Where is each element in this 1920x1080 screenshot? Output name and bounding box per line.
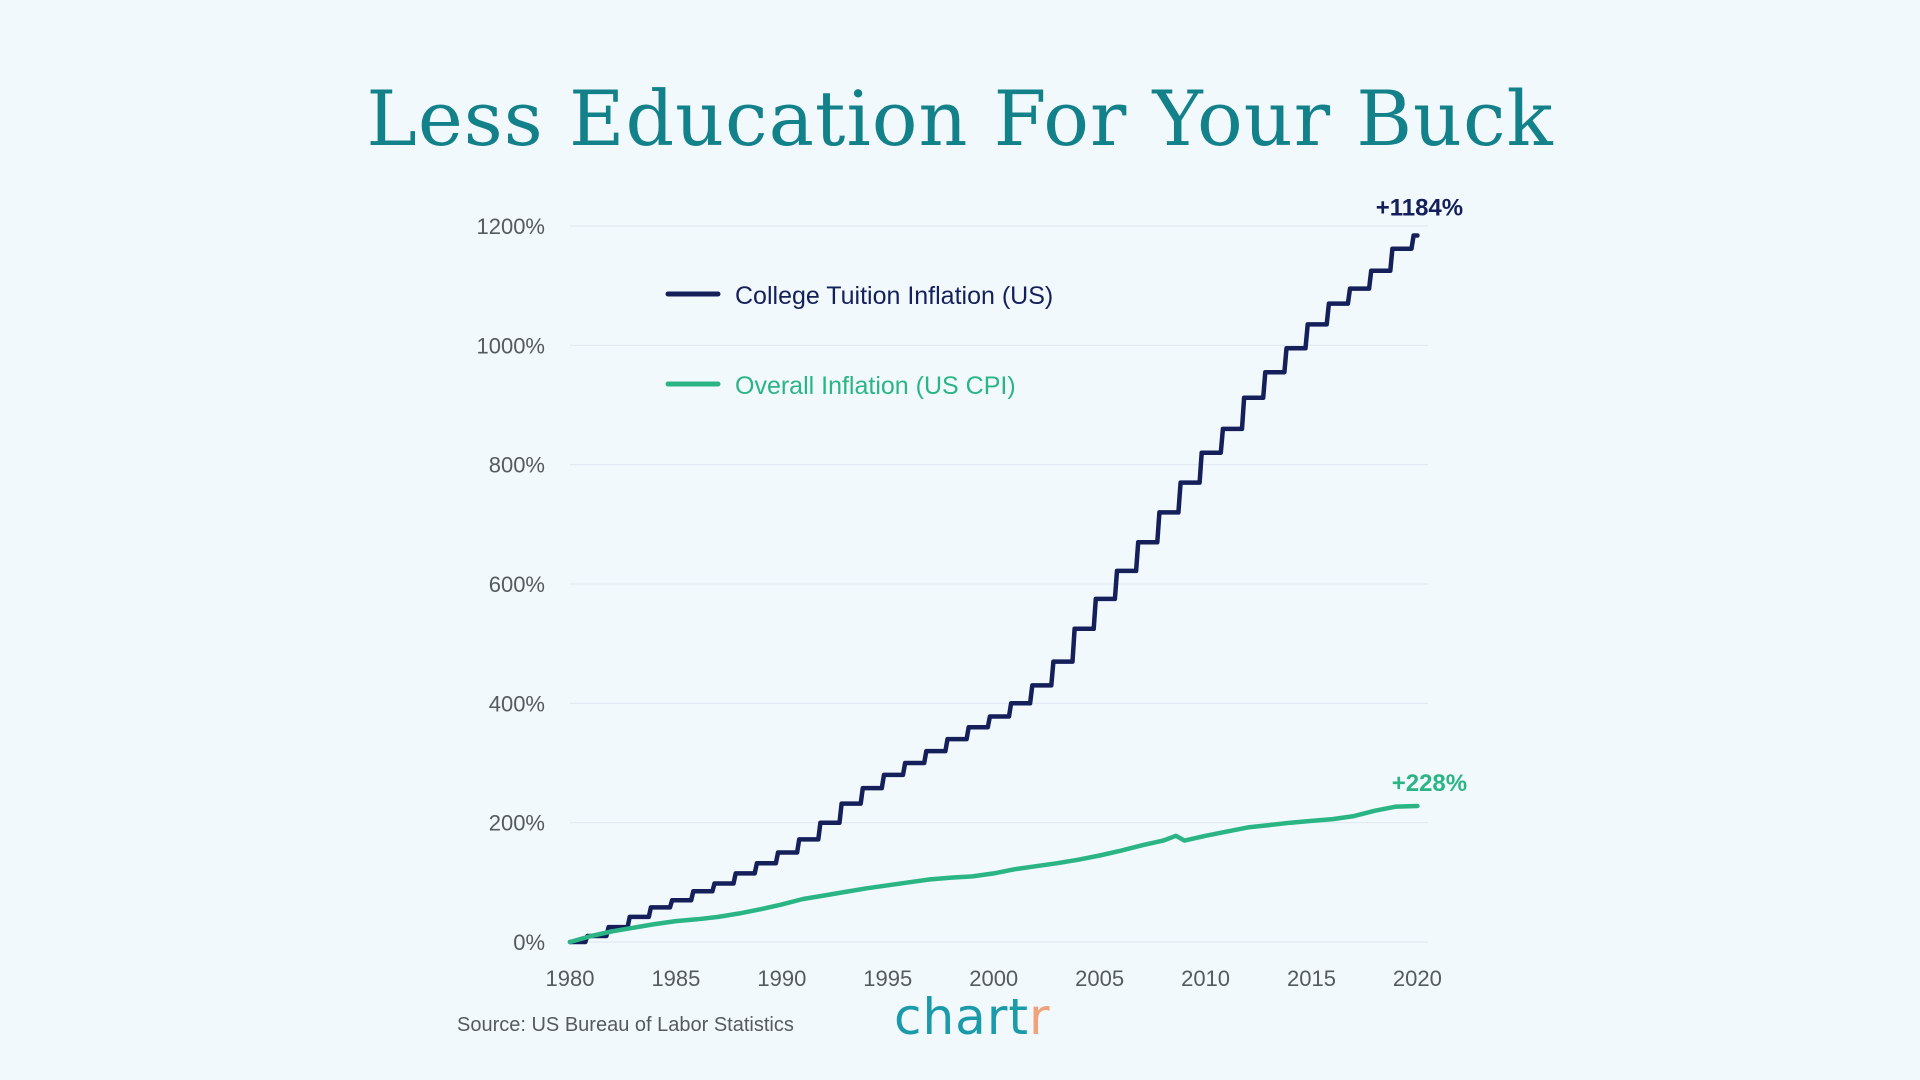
x-tick-label: 2020 [1393,966,1442,991]
legend-label-cpi: Overall Inflation (US CPI) [735,372,1016,400]
legend: College Tuition Inflation (US) Overall I… [665,282,1053,400]
y-tick-label: 0% [513,930,545,955]
x-tick-label: 2000 [969,966,1018,991]
brand-logo-main: chart [894,988,1029,1046]
source-note: Source: US Bureau of Labor Statistics [457,1014,794,1036]
x-tick-label: 2015 [1287,966,1336,991]
brand-logo: chartr [894,988,1051,1046]
grid-lines [570,225,1428,943]
end-label-tuition: +1184% [1376,195,1463,222]
x-tick-label: 1980 [546,966,595,991]
y-tick-label: 200% [489,811,545,836]
y-axis: 0% 200% 400% 600% 800% 1000% 1200% [476,214,545,955]
brand-logo-accent: r [1028,988,1051,1046]
y-tick-label: 1200% [476,214,545,239]
series-line-tuition [567,233,1420,945]
x-tick-label: 2005 [1075,966,1124,991]
chart-title: Less Education For Your Buck [366,74,1554,163]
x-tick-label: 2010 [1181,966,1230,991]
y-tick-label: 600% [489,572,545,597]
x-tick-label: 1985 [651,966,700,991]
x-tick-label: 1995 [863,966,912,991]
y-tick-label: 1000% [476,333,545,358]
x-axis: 1980 1985 1990 1995 2000 2005 2010 2015 2020 [546,966,1442,991]
series-line-cpi [567,803,1420,945]
plot-area [567,233,1420,945]
x-tick-label: 1990 [757,966,806,991]
end-label-cpi: +228% [1392,770,1467,797]
legend-label-tuition: College Tuition Inflation (US) [735,282,1053,310]
y-tick-label: 800% [489,453,545,478]
y-tick-label: 400% [489,691,545,716]
